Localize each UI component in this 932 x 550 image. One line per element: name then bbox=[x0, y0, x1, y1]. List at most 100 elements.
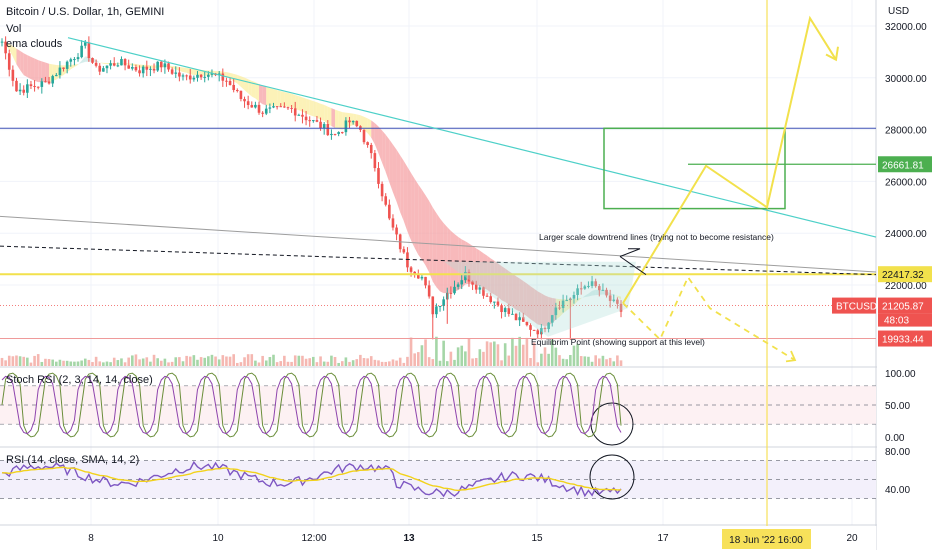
price-tick-label[interactable]: 22000.00 bbox=[885, 281, 927, 292]
price-tick-label[interactable]: 28000.00 bbox=[885, 126, 927, 137]
ema-cloud-segment bbox=[259, 83, 263, 105]
price-tick-label[interactable]: 26000.00 bbox=[885, 177, 927, 188]
projection-arrowhead bbox=[785, 350, 797, 363]
volume-bar bbox=[22, 356, 26, 366]
candle-body bbox=[608, 295, 612, 301]
volume-bar bbox=[181, 361, 185, 366]
candle-body bbox=[529, 325, 532, 330]
volume-bar bbox=[489, 342, 492, 366]
stoch-rsi-legend[interactable]: Stoch RSI (2, 3, 14, 14, close) bbox=[6, 374, 153, 386]
candle-body bbox=[449, 292, 453, 294]
ema-cloud-segment bbox=[530, 286, 535, 322]
rsi-legend[interactable]: RSI (14, close, SMA, 14, 2) bbox=[6, 454, 140, 466]
volume-bar bbox=[485, 341, 489, 366]
ema-cloud-segment bbox=[396, 149, 401, 213]
candle-body bbox=[340, 132, 344, 134]
stoch-tick-label[interactable]: 0.00 bbox=[885, 433, 905, 444]
annotation-equilibrium[interactable]: Equilibrim Point (showing support at thi… bbox=[531, 337, 705, 347]
time-tick-label[interactable]: 10 bbox=[212, 533, 224, 544]
candle-body bbox=[619, 303, 623, 312]
rsi-tick-label[interactable]: 40.00 bbox=[885, 485, 910, 496]
candle-body bbox=[337, 132, 340, 134]
ema-cloud-segment bbox=[190, 68, 194, 76]
ema-cloud-segment bbox=[349, 113, 354, 127]
rsi-tick-label[interactable]: 80.00 bbox=[885, 447, 910, 458]
ema-cloud-segment bbox=[599, 289, 603, 295]
bearish-projection bbox=[622, 275, 796, 361]
price-label-text[interactable]: 22417.32 bbox=[882, 270, 924, 281]
candle-body bbox=[275, 106, 279, 108]
price-tick-label[interactable]: 30000.00 bbox=[885, 74, 927, 85]
ema-cloud-segment bbox=[432, 207, 437, 288]
ema-cloud-segment bbox=[512, 273, 517, 310]
annotation-downtrend[interactable]: Larger scale downtrend lines (trying not… bbox=[539, 232, 774, 242]
candle-body bbox=[503, 308, 507, 313]
ema-legend[interactable]: ema clouds bbox=[6, 38, 63, 50]
price-label-badge bbox=[878, 297, 932, 314]
price-tick-label[interactable]: 24000.00 bbox=[885, 229, 927, 240]
symbol-badge-text[interactable]: BTCUSD bbox=[836, 302, 877, 313]
candle-body bbox=[521, 317, 525, 322]
user-drawings[interactable]: Larger scale downtrend lines (trying not… bbox=[0, 0, 877, 550]
currency-label[interactable]: USD bbox=[888, 6, 909, 17]
volume-bar bbox=[344, 357, 348, 366]
candle-body bbox=[156, 61, 159, 71]
ema-cloud-segment bbox=[197, 69, 202, 76]
volume-bar bbox=[87, 359, 91, 366]
price-axis[interactable]: USD 32000.00 30000.00 28000.00 26000.00 24000… bbox=[832, 0, 932, 550]
time-tick-label[interactable]: 17 bbox=[657, 533, 669, 544]
candle-body bbox=[181, 75, 185, 77]
volume-bar bbox=[442, 340, 445, 366]
candle-body bbox=[456, 284, 460, 287]
volume-bar bbox=[540, 353, 543, 366]
volume-bar bbox=[326, 361, 330, 366]
time-tick-label[interactable]: 12:00 bbox=[301, 533, 326, 544]
ema-cloud-segment bbox=[400, 155, 404, 222]
countdown-text[interactable]: 48:03 bbox=[884, 316, 909, 327]
price-tick-label[interactable]: 32000.00 bbox=[885, 22, 927, 33]
volume-bar bbox=[482, 351, 485, 366]
time-axis[interactable]: 8 10 12:00 13 15 17 20 18 Jun '22 16:00 bbox=[0, 526, 876, 550]
chart-title[interactable]: Bitcoin / U.S. Dollar, 1h, GEMINI bbox=[6, 6, 165, 18]
ema-cloud-segment bbox=[566, 299, 571, 311]
time-tick-label[interactable]: 13 bbox=[403, 533, 415, 544]
candle-body bbox=[18, 89, 22, 92]
volume-bar bbox=[105, 361, 109, 366]
volume-bar bbox=[558, 355, 561, 366]
ema-cloud-segment bbox=[573, 298, 578, 305]
volume-bar bbox=[569, 354, 572, 366]
volume-bar bbox=[44, 358, 47, 366]
candle-body bbox=[65, 61, 69, 69]
vol-legend[interactable]: Vol bbox=[6, 23, 22, 35]
price-label-text[interactable]: 19933.44 bbox=[882, 335, 924, 346]
volume-bar bbox=[225, 356, 228, 366]
ema-cloud-segment bbox=[302, 97, 307, 114]
time-marker-text[interactable]: 18 Jun '22 16:00 bbox=[729, 535, 803, 546]
price-label-text[interactable]: 21205.87 bbox=[882, 302, 924, 313]
volume-bar bbox=[293, 355, 297, 366]
candle-body bbox=[76, 57, 80, 60]
volume-bar bbox=[420, 345, 424, 366]
ema-cloud-segment bbox=[443, 223, 448, 294]
candle-body bbox=[442, 299, 445, 307]
candle-body bbox=[319, 121, 322, 129]
candle-body bbox=[250, 105, 254, 108]
candle-body bbox=[518, 317, 521, 321]
volume-bar bbox=[279, 361, 283, 366]
candle-body bbox=[0, 41, 4, 43]
downtrend-line-dashed bbox=[0, 245, 877, 276]
ema-cloud-segment bbox=[316, 102, 321, 120]
price-label-text[interactable]: 26661.81 bbox=[882, 160, 924, 171]
volume-bar bbox=[348, 361, 351, 366]
time-tick-label[interactable]: 20 bbox=[846, 533, 858, 544]
time-tick-label[interactable]: 15 bbox=[531, 533, 543, 544]
stoch-tick-label[interactable]: 50.00 bbox=[885, 401, 910, 412]
volume-bar bbox=[594, 355, 597, 366]
time-tick-label[interactable]: 8 bbox=[88, 533, 94, 544]
candle-body bbox=[228, 80, 232, 85]
candle-body bbox=[243, 98, 246, 102]
stoch-tick-label[interactable]: 100.00 bbox=[885, 369, 916, 380]
candle-body bbox=[409, 267, 413, 272]
volume-bar bbox=[7, 355, 11, 366]
